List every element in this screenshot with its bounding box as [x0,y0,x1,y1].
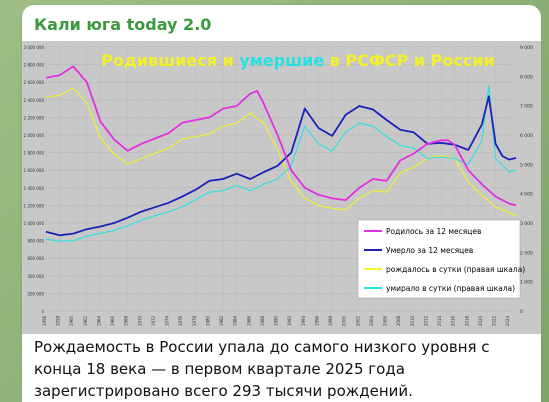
x-tick-label: 1968 [124,315,129,326]
x-tick-label: 1990 [274,315,279,326]
x-axis: 1956 1958 1960 1962 1964 1966 1968 1970 1972 1974… [42,315,510,326]
x-tick-label: 2010 [410,315,415,326]
x-tick-label: 1972 [151,315,156,326]
births-daily-series [45,87,517,217]
x-tick-label: 2006 [383,315,388,326]
x-tick-label: 1978 [192,315,197,326]
message-caption: Рождаемость в России упала до самого низ… [34,338,490,400]
y-tick-label-left: 800 000 [27,239,44,244]
y-tick-label-left: 0 [41,309,44,314]
chart-series [45,65,517,242]
y-tick-label-left: 2 200 000 [24,115,45,120]
y-tick-label-right: 6 000 [520,133,533,139]
channel-name[interactable]: Кали юга today 2.0 [34,15,212,34]
y-axis-right: 0 1 000 2 000 3 000 4 000 5 000 6 000 7 000 8 00… [520,45,533,315]
y-tick-label-left: 2 600 000 [24,80,45,85]
chart-grid [45,46,516,312]
legend-label: рождалось в сутки (правая шкала) [386,265,525,274]
y-tick-label-left: 400 000 [27,274,44,279]
deaths-series [45,95,517,237]
x-tick-label: 2018 [464,315,469,326]
x-tick-label: 2024 [505,315,510,326]
y-tick-label-left: 2 400 000 [24,98,45,103]
y-tick-label-right: 1 000 [520,280,533,286]
y-tick-label-left: 2 800 000 [24,63,45,68]
x-tick-label: 1960 [69,315,74,326]
y-tick-label-left: 2 000 000 [24,133,45,138]
y-tick-label-left: 1 800 000 [24,151,45,156]
y-tick-label-right: 9 000 [520,45,533,51]
births-series [45,65,517,207]
y-tick-label-right: 5 000 [520,162,533,168]
x-tick-label: 2012 [423,315,428,326]
x-tick-label: 2014 [437,315,442,326]
y-axis-left: 0 200 000 400 000 600 000 800 000 1 000 000 1 … [24,45,45,314]
y-tick-label-right: 2 000 [520,250,533,256]
y-tick-label-left: 1 000 000 [24,221,45,226]
x-tick-label: 1984 [233,315,238,326]
x-tick-label: 1958 [56,315,61,326]
x-tick-label: 2016 [451,315,456,326]
x-tick-label: 2022 [492,315,497,326]
message-bubble[interactable]: Кали юга today 2.0 0 200 000 400 000 600 00… [22,5,541,402]
y-tick-label-right: 0 [520,309,523,315]
chart-legend: Родилось за 12 месяцев Умерло за 12 месяц… [357,219,525,299]
x-tick-label: 1982 [219,315,224,326]
x-tick-label: 1998 [328,315,333,326]
y-tick-label-left: 1 200 000 [24,203,45,208]
x-tick-label: 2020 [478,315,483,326]
x-tick-label: 1994 [301,315,306,326]
y-tick-label-right: 7 000 [520,104,533,110]
x-tick-label: 1992 [287,315,292,326]
y-tick-label-right: 3 000 [520,221,533,227]
y-tick-label-right: 4 000 [520,192,533,198]
x-tick-label: 1966 [110,315,115,326]
y-tick-label-right: 8 000 [520,74,533,80]
x-tick-label: 1988 [260,315,265,326]
chart-image[interactable]: 0 200 000 400 000 600 000 800 000 1 000 000 1 … [22,41,541,334]
x-tick-label: 1970 [137,315,142,326]
chart-title: Родившиеся и умершие в РСФСР и России [101,51,495,70]
x-tick-label: 1996 [314,315,319,326]
x-tick-label: 1964 [96,315,101,326]
y-tick-label-left: 1 600 000 [24,168,45,173]
birth-death-chart: 0 200 000 400 000 600 000 800 000 1 000 000 1 … [22,41,541,334]
y-tick-label-left: 1 400 000 [24,186,45,191]
x-tick-label: 1976 [178,315,183,326]
legend-label: Родилось за 12 месяцев [386,227,481,236]
x-tick-label: 1962 [83,315,88,326]
x-tick-label: 2002 [355,315,360,326]
y-tick-label-left: 3 000 000 [24,45,45,50]
y-tick-label-left: 600 000 [27,256,44,261]
legend-label: умирало в сутки (правая шкала) [386,284,515,293]
x-tick-label: 2004 [369,315,374,326]
x-tick-label: 1956 [42,315,47,326]
x-tick-label: 2008 [396,315,401,326]
x-tick-label: 1974 [165,315,170,326]
x-tick-label: 1986 [246,315,251,326]
y-tick-label-left: 200 000 [27,291,44,296]
legend-label: Умерло за 12 месяцев [386,246,473,255]
legend-box [357,219,521,299]
deaths-daily-series [45,84,517,242]
x-tick-label: 1980 [205,315,210,326]
x-tick-label: 2000 [342,315,347,326]
